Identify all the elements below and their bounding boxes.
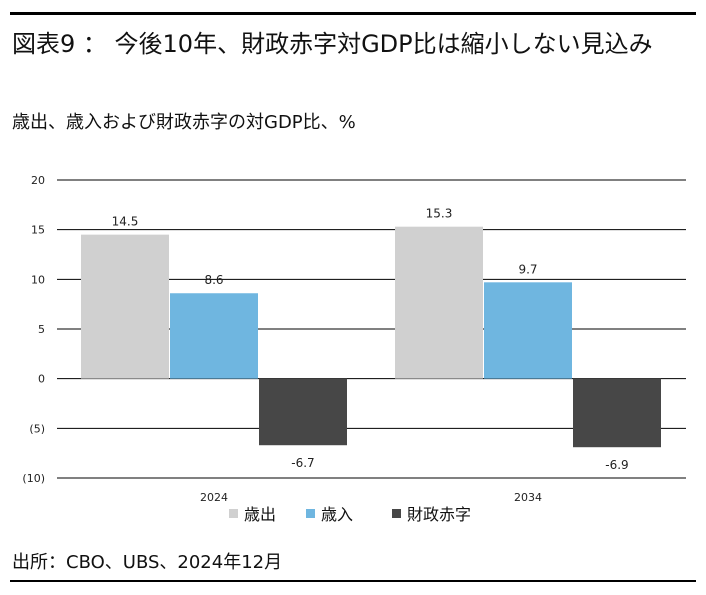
legend-label: 財政赤字 <box>407 505 471 524</box>
legend-label: 歳入 <box>321 505 353 524</box>
x-tick-label: 2034 <box>514 491 542 504</box>
data-label: 15.3 <box>426 207 453 221</box>
bar-chart: 20 15 10 5 0 (5) (10) 14.5 8.6 -6.7 15.3 9.7 -6.9 2… <box>22 174 686 524</box>
bar <box>170 293 258 379</box>
source-note: 出所：CBO、UBS、2024年12月 <box>12 552 283 573</box>
y-tick-label: 0 <box>38 373 45 386</box>
data-labels: 14.5 8.6 -6.7 15.3 9.7 -6.9 <box>112 207 629 473</box>
y-tick-label: 10 <box>31 273 45 286</box>
legend-label: 歳出 <box>244 505 276 524</box>
bar <box>395 226 483 379</box>
legend: 歳出 歳入 財政赤字 <box>229 505 471 524</box>
y-axis: 20 15 10 5 0 (5) (10) <box>22 174 45 485</box>
y-tick-label: 15 <box>31 224 45 237</box>
y-tick-label: (10) <box>22 472 45 485</box>
chart-subtitle: 歳出、歳入および財政赤字の対GDP比、% <box>12 112 356 133</box>
legend-swatch <box>306 509 315 518</box>
data-label: 9.7 <box>518 262 537 276</box>
bar <box>81 234 169 379</box>
bar <box>484 282 572 379</box>
x-axis: 2024 2034 <box>200 491 542 504</box>
bottom-rule <box>10 580 696 582</box>
legend-swatch <box>229 509 238 518</box>
chart-title: 図表9 ： 今後10年、財政赤字対GDP比は縮小しない見込み <box>12 30 653 58</box>
bar <box>573 378 661 448</box>
y-tick-label: 20 <box>31 174 45 187</box>
y-tick-label: (5) <box>29 422 45 435</box>
bars <box>81 226 661 448</box>
data-label: -6.9 <box>605 458 628 472</box>
top-rule <box>10 12 696 15</box>
bar <box>259 378 347 446</box>
x-tick-label: 2024 <box>200 491 228 504</box>
legend-swatch <box>392 509 401 518</box>
y-tick-label: 5 <box>38 323 45 336</box>
data-label: 14.5 <box>112 215 139 229</box>
data-label: -6.7 <box>291 456 314 470</box>
data-label: 8.6 <box>204 273 223 287</box>
